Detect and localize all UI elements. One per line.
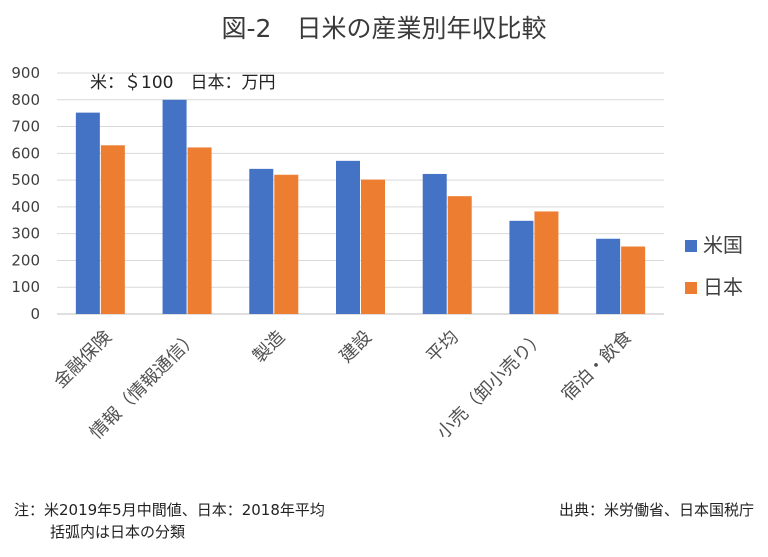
y-tick-label: 400 <box>11 198 40 216</box>
bar-us <box>336 160 360 314</box>
y-tick-label: 700 <box>11 118 40 136</box>
category-label: 製造 <box>249 327 289 367</box>
y-tick-label: 100 <box>11 278 40 296</box>
category-label: 宿泊・飲食 <box>558 327 636 405</box>
source-note: 出典：米労働省、日本国税庁 <box>558 501 754 519</box>
y-axis: 0 100 200 300 400 500 600 700 800 900 <box>11 64 40 323</box>
bar-us <box>509 220 534 314</box>
legend-swatch <box>685 240 697 252</box>
bar-japan <box>187 147 212 314</box>
gridlines <box>57 72 664 315</box>
y-tick-label: 200 <box>11 251 40 269</box>
legend-label: 日本 <box>703 275 743 299</box>
bar-japan <box>274 174 299 314</box>
bar-japan <box>100 145 125 314</box>
y-tick-label: 900 <box>11 64 40 82</box>
bar-us <box>75 112 100 315</box>
chart-title: 図-2 日米の産業別年収比較 <box>222 14 547 43</box>
category-label: 建設 <box>336 327 376 367</box>
bar-us <box>162 99 187 315</box>
bar-japan <box>361 179 385 314</box>
category-label: 平均 <box>422 327 462 367</box>
bar-us <box>596 238 621 314</box>
bar-japan <box>621 246 646 314</box>
bar-us <box>249 168 274 314</box>
footnote: 注：米2019年5月中間値、日本：2018年平均 <box>14 501 325 519</box>
y-tick-label: 500 <box>11 171 40 189</box>
bar-japan <box>447 196 472 314</box>
y-tick-label: 0 <box>30 305 40 323</box>
legend-swatch <box>685 282 697 294</box>
bar-japan <box>534 211 559 314</box>
y-tick-label: 600 <box>11 144 40 162</box>
legend-label: 米国 <box>703 233 743 257</box>
bars <box>75 99 646 315</box>
y-tick-label: 300 <box>11 225 40 243</box>
y-tick-label: 800 <box>11 91 40 109</box>
footnote-category-note: 括弧内は日本の分類 <box>50 523 186 541</box>
category-label: 金融保険 <box>50 327 116 393</box>
unit-note: 米：＄100 日本：万円 <box>90 73 275 93</box>
bar-us <box>422 173 447 314</box>
